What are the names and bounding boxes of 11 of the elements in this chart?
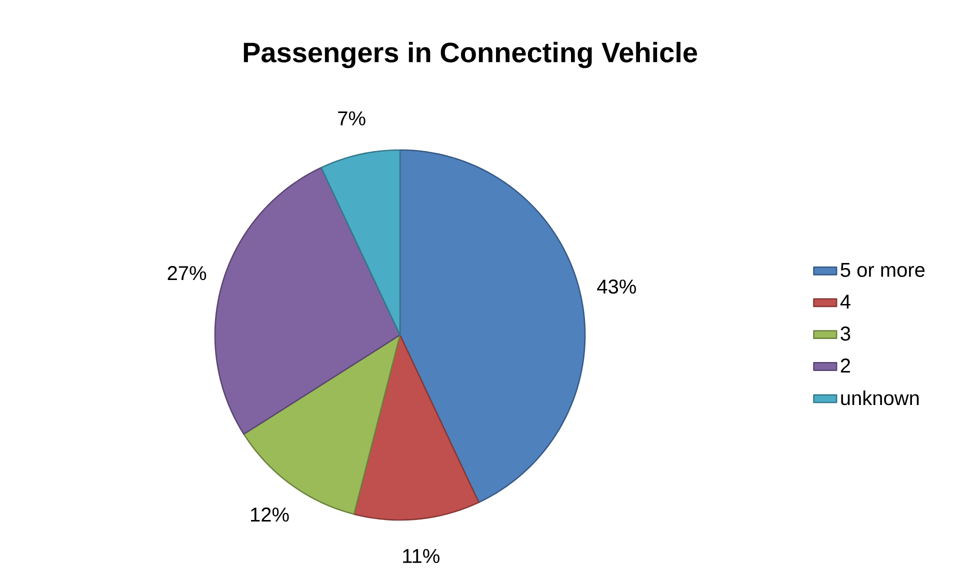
- chart-title: Passengers in Connecting Vehicle: [244, 42, 698, 68]
- legend-label: 2: [840, 358, 850, 372]
- data-label: 7%: [338, 111, 366, 126]
- legend-label: 4: [840, 294, 850, 309]
- data-label: 43%: [597, 279, 636, 294]
- legend-label: 3: [840, 326, 850, 341]
- legend-label: 5 or more: [840, 263, 925, 277]
- data-label: 27%: [168, 266, 206, 280]
- data-label: 12%: [251, 508, 289, 522]
- legend-label: unknown: [841, 390, 919, 406]
- data-label: 11%: [403, 549, 440, 564]
